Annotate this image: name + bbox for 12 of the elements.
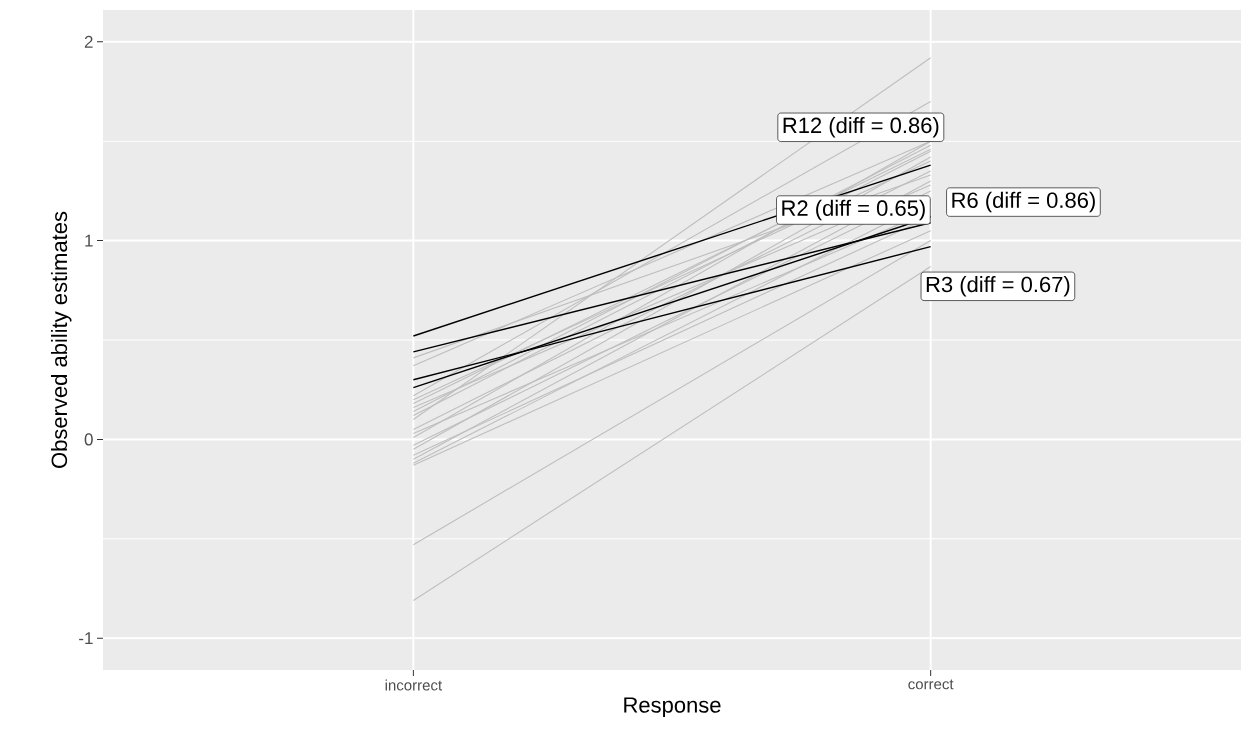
y-tick-label: 0 bbox=[84, 433, 93, 446]
y-tick-label: 2 bbox=[84, 35, 93, 48]
y-tick-label: -1 bbox=[79, 632, 93, 645]
series-label: R2 (diff = 0.65) bbox=[782, 199, 925, 221]
x-tick-label: correct bbox=[908, 679, 954, 690]
y-tick-label: 1 bbox=[85, 234, 93, 247]
series-label: R12 (diff = 0.86) bbox=[783, 117, 939, 138]
x-axis-title: Response bbox=[624, 697, 721, 718]
series-label: R3 (diff = 0.67) bbox=[926, 276, 1070, 297]
series-label: R6 (diff = 0.86) bbox=[952, 191, 1095, 213]
x-tick-label: incorrect bbox=[385, 679, 443, 691]
y-axis-title: Observed ability estimates bbox=[50, 211, 72, 468]
